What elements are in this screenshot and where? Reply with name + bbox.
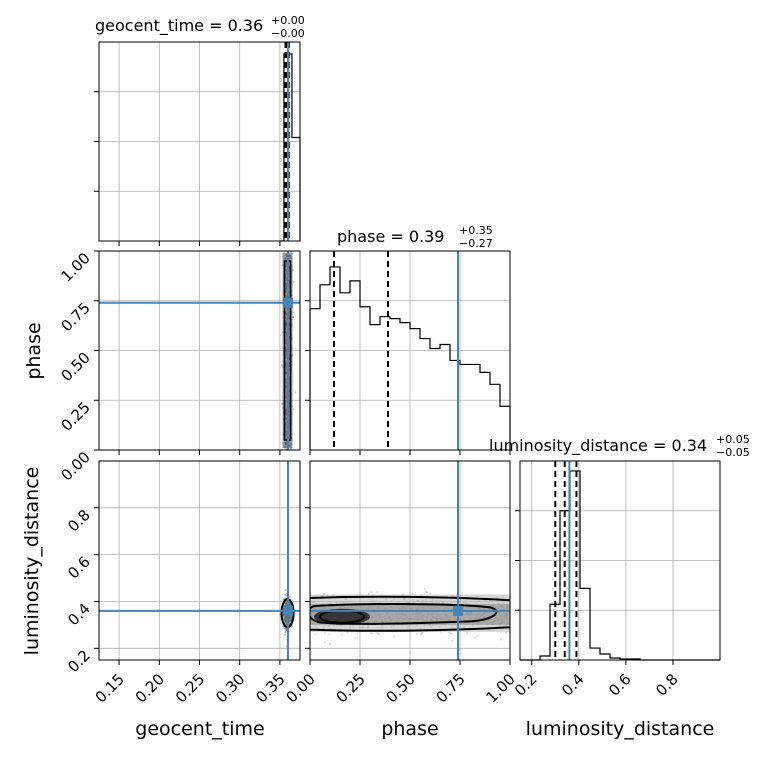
sample-point — [341, 633, 344, 636]
x-tick-label: 0.2 — [511, 670, 541, 700]
x-axis-label-phase: phase — [381, 718, 438, 740]
sample-point — [370, 590, 373, 593]
sample-point — [346, 631, 349, 634]
sample-point — [323, 641, 326, 644]
contour-middle — [310, 603, 498, 625]
sample-point — [280, 364, 283, 367]
sample-point — [451, 639, 454, 642]
panel-title-luminosity_distance-minus: −0.05 — [716, 446, 750, 459]
sample-point — [504, 631, 507, 634]
sample-point — [476, 635, 479, 638]
panel-hist-geocent_time: geocent_time = 0.36 +0.00 −0.00 — [94, 14, 305, 246]
sample-point — [292, 269, 295, 272]
sample-point — [376, 632, 379, 635]
y-tick-label: 1.00 — [57, 249, 93, 285]
panel-hist-phase: phase = 0.39 +0.35 −0.27 — [305, 224, 511, 455]
y-tick-label: 0.00 — [57, 448, 93, 484]
x-tick-label: 0.6 — [605, 670, 635, 700]
y-tick-label: 0.6 — [64, 553, 94, 583]
x-tick-label: 0.00 — [282, 670, 318, 706]
sample-point — [289, 447, 292, 450]
panel-2d-phase-vs-geocent_time: 0.00 0.25 0.50 0.75 1.00 — [57, 249, 301, 484]
sample-point — [370, 632, 373, 635]
panel-title-luminosity_distance-plus: +0.05 — [716, 433, 750, 446]
sample-point — [328, 633, 331, 636]
sample-point — [323, 592, 326, 595]
histogram-step-luminosity_distance — [520, 470, 720, 661]
sample-point — [292, 311, 295, 314]
x-axis-label-luminosity_distance: luminosity_distance — [526, 718, 715, 740]
x-tick-label: 0.50 — [382, 670, 418, 706]
sample-point — [473, 636, 476, 639]
panel-2d-ld-vs-geocent_time: 0.15 0.20 0.25 0.30 0.35 0.2 0.4 0.6 0.8 — [64, 460, 301, 706]
sample-point — [393, 635, 396, 638]
panel-2d-ld-vs-phase: 0.00 0.25 0.50 0.75 1.00 — [282, 460, 519, 706]
y-tick-label: 0.50 — [57, 349, 93, 385]
sample-point — [377, 633, 380, 636]
x-axis-label-geocent_time: geocent_time — [135, 718, 264, 740]
truth-marker — [282, 605, 293, 616]
sample-point — [499, 638, 502, 641]
sample-point — [415, 633, 418, 636]
sample-point — [328, 643, 331, 646]
sample-point — [314, 633, 317, 636]
sample-point — [292, 280, 295, 283]
sample-point — [283, 251, 286, 254]
y-axis-label-phase: phase — [23, 322, 45, 379]
x-tick-label: 0.25 — [172, 670, 208, 706]
panel-title-geocent_time-minus: −0.00 — [271, 27, 305, 40]
x-tick-label: 0.8 — [652, 670, 682, 700]
sample-point — [284, 588, 287, 591]
y-tick-label: 0.8 — [64, 506, 94, 536]
sample-point — [354, 637, 357, 640]
x-tick-label: 0.35 — [252, 670, 288, 706]
contour-outer-top — [310, 595, 510, 602]
sample-point — [285, 447, 288, 450]
y-tick-label: 0.25 — [57, 398, 93, 434]
truth-marker — [453, 605, 463, 616]
sample-point — [294, 391, 297, 394]
y-tick-label: 0.75 — [57, 299, 93, 335]
panel-title-geocent_time: geocent_time = 0.36 — [95, 16, 263, 36]
y-tick-label: 0.4 — [64, 600, 94, 630]
sample-point — [449, 632, 452, 635]
panel-title-phase-plus: +0.35 — [459, 224, 493, 237]
panel-hist-luminosity_distance: 0.2 0.4 0.6 0.8 luminosity_distance = 0.34 … — [489, 433, 750, 700]
sample-point — [466, 631, 469, 634]
sample-point — [292, 316, 295, 319]
panel-title-geocent_time-plus: +0.00 — [271, 14, 305, 27]
sample-point — [292, 408, 295, 411]
sample-point — [367, 592, 370, 595]
histogram-step-geocent_time — [279, 53, 301, 242]
sample-point — [289, 251, 292, 254]
sample-point — [448, 631, 451, 634]
sample-point — [292, 316, 295, 319]
sample-point — [420, 632, 423, 635]
panel-title-luminosity_distance: luminosity_distance = 0.34 — [489, 436, 707, 456]
sample-point — [283, 633, 286, 636]
y-tick-label: 0.2 — [64, 646, 94, 676]
x-tick-label: 0.15 — [92, 670, 128, 706]
sample-point — [420, 633, 423, 636]
sample-point — [376, 590, 379, 593]
x-tick-label: 0.75 — [432, 670, 468, 706]
histogram-step-phase — [309, 266, 511, 450]
sample-point — [421, 632, 424, 635]
contour-outer-bottom — [310, 626, 510, 632]
sample-point — [425, 591, 428, 594]
sample-point — [323, 632, 326, 635]
truth-marker — [282, 297, 293, 308]
x-tick-label: 0.30 — [212, 670, 248, 706]
sample-point — [425, 590, 428, 593]
panel-title-phase-minus: −0.27 — [459, 237, 493, 250]
y-axis-label-luminosity_distance: luminosity_distance — [21, 467, 43, 656]
x-tick-label: 0.25 — [332, 670, 368, 706]
sample-point — [423, 587, 426, 590]
x-tick-label: 0.4 — [558, 670, 588, 700]
panel-title-phase: phase = 0.39 — [337, 227, 444, 246]
x-tick-label: 0.20 — [132, 670, 168, 706]
sample-point — [429, 592, 432, 595]
